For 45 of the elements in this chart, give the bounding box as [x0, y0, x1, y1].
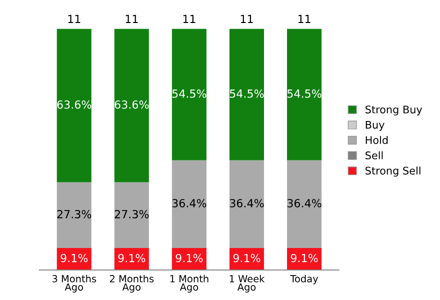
data-label: 9.1%	[176, 254, 203, 262]
annotation: 11	[126, 14, 138, 23]
bar	[172, 28, 206, 160]
bar	[172, 160, 206, 248]
legend-label: Sell	[366, 151, 383, 160]
data-label: 9.1%	[290, 254, 318, 262]
x-tick-label: 1 Week Ago	[230, 274, 265, 293]
data-label: 36.4%	[172, 198, 206, 208]
x-tick-label: 3 Months Ago	[52, 274, 96, 293]
annotation: 11	[240, 14, 253, 23]
bar	[229, 248, 264, 270]
data-label: 54.5%	[230, 89, 264, 98]
data-label: 9.1%	[118, 254, 146, 262]
data-label: 63.6%	[114, 100, 149, 109]
bar	[287, 248, 322, 270]
bar	[56, 28, 92, 182]
data-label: 36.4%	[287, 198, 322, 208]
legend-label: Hold	[366, 136, 388, 144]
annotation: 11	[298, 14, 310, 23]
bar	[287, 28, 322, 160]
data-label: 54.5%	[287, 89, 322, 98]
data-label: 27.3%	[57, 210, 92, 218]
bar	[229, 28, 264, 160]
bar	[172, 248, 206, 270]
annotation: 11	[68, 14, 80, 23]
bar	[287, 160, 322, 248]
x-tick-label: Today	[290, 274, 318, 284]
bar	[56, 248, 92, 270]
data-label: 27.3%	[114, 210, 149, 218]
annotation: 11	[183, 14, 196, 23]
data-label: 36.4%	[230, 198, 264, 208]
data-label: 63.6%	[57, 100, 92, 109]
bar	[56, 182, 92, 248]
legend-label: Buy	[366, 120, 384, 131]
bar	[114, 182, 149, 248]
legend-label: Strong Buy	[366, 106, 422, 116]
x-tick-label: 2 Months Ago	[110, 274, 154, 293]
data-label: 9.1%	[233, 254, 260, 262]
data-label: 54.5%	[172, 89, 206, 98]
legend-label: Strong Sell	[366, 166, 420, 177]
x-tick-label: 1 Month Ago	[170, 274, 208, 293]
bar	[229, 160, 264, 248]
bar	[114, 248, 149, 270]
data-label: 9.1%	[60, 254, 88, 262]
bar	[114, 28, 149, 182]
